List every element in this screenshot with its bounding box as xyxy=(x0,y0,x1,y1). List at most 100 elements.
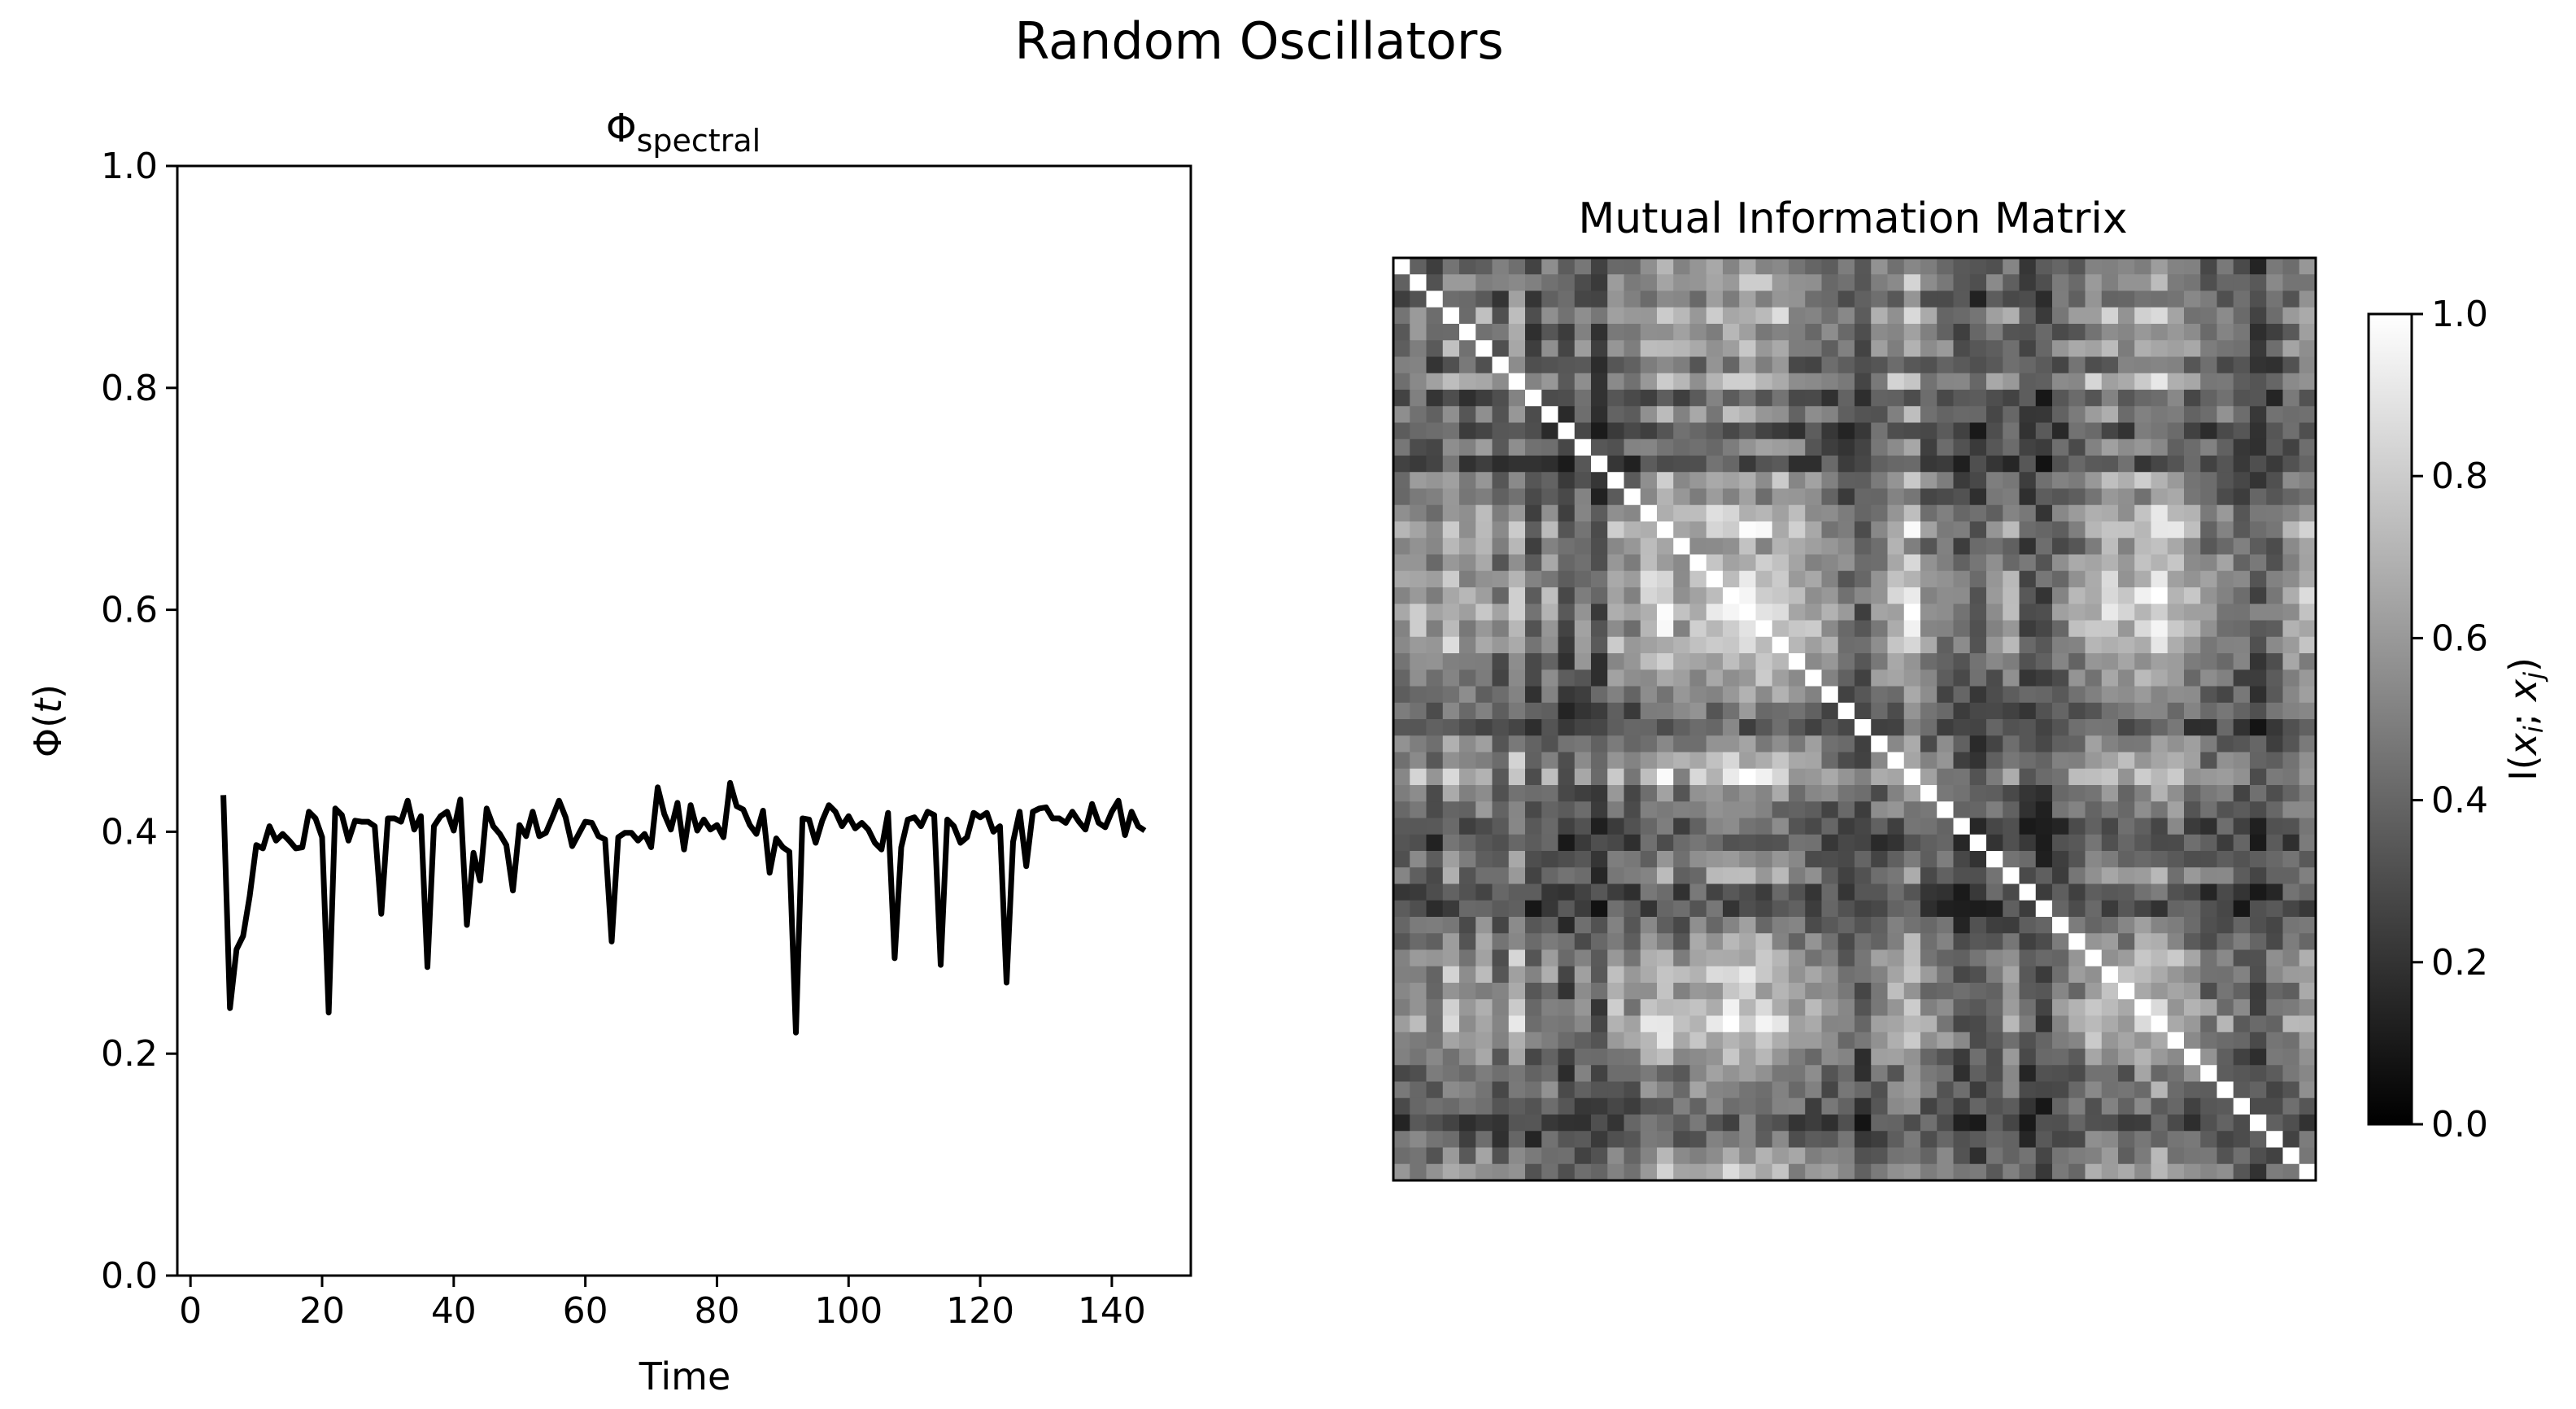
heatmap-cell xyxy=(2282,356,2300,374)
heatmap-cell xyxy=(1558,620,1576,638)
heatmap-cell xyxy=(1607,983,1625,1000)
heatmap-cell xyxy=(1969,373,1987,390)
heatmap-cell xyxy=(1772,917,1789,934)
heatmap-cell xyxy=(2216,1147,2234,1165)
heatmap-cell xyxy=(1426,356,1444,374)
heatmap-cell xyxy=(2052,686,2069,704)
heatmap-cell xyxy=(2233,1049,2251,1066)
heatmap-cell xyxy=(2101,785,2119,802)
heatmap-cell xyxy=(1574,735,1592,753)
heatmap-cell xyxy=(2184,1131,2201,1149)
heatmap-cell xyxy=(1558,1065,1576,1083)
heatmap-cell xyxy=(1410,390,1427,407)
heatmap-cell xyxy=(1624,1115,1641,1132)
heatmap-cell xyxy=(1525,999,1542,1017)
heatmap-cell xyxy=(1772,1097,1789,1115)
heatmap-cell xyxy=(1525,307,1542,325)
heatmap-cell xyxy=(1887,1049,1905,1066)
heatmap-cell xyxy=(1607,900,1625,918)
heatmap-cell xyxy=(1986,686,2003,704)
heatmap-cell xyxy=(1706,521,1724,539)
heatmap-cell xyxy=(1574,949,1592,967)
heatmap-cell xyxy=(2151,258,2168,275)
heatmap-cell xyxy=(1706,472,1724,490)
heatmap-cell xyxy=(1855,1131,1872,1149)
heatmap-cell xyxy=(1475,670,1493,687)
heatmap-cell xyxy=(1426,1015,1444,1033)
heatmap-cell xyxy=(1591,620,1608,638)
heatmap-cell xyxy=(2167,587,2185,604)
heatmap-cell xyxy=(2085,983,2103,1000)
heatmap-cell xyxy=(1855,1032,1872,1049)
heatmap-cell xyxy=(1789,1115,1806,1132)
heatmap-cell xyxy=(1607,966,1625,984)
heatmap-cell xyxy=(1541,472,1559,490)
heatmap-cell xyxy=(1887,1147,1905,1165)
heatmap-cell xyxy=(2184,570,2201,588)
heatmap-cell xyxy=(1706,818,1724,835)
heatmap-cell xyxy=(1937,324,1955,341)
heatmap-cell xyxy=(1475,768,1493,786)
y-tick-label: 1.0 xyxy=(101,146,158,187)
heatmap-cell xyxy=(1558,258,1576,275)
heatmap-cell xyxy=(1673,966,1691,984)
heatmap-cell xyxy=(1442,356,1460,374)
heatmap-cell xyxy=(1640,851,1658,868)
heatmap-cell xyxy=(1492,801,1510,819)
heatmap-cell xyxy=(2250,340,2267,358)
heatmap-cell xyxy=(2216,340,2234,358)
heatmap-cell xyxy=(1887,587,1905,604)
heatmap-cell xyxy=(1657,949,1674,967)
heatmap-cell xyxy=(2134,752,2152,770)
heatmap-cell xyxy=(1821,340,1839,358)
heatmap-cell xyxy=(2299,867,2317,885)
heatmap-cell xyxy=(1706,966,1724,984)
heatmap-cell xyxy=(2299,307,2317,325)
heatmap-cell xyxy=(2019,834,2037,852)
heatmap-cell xyxy=(2151,587,2168,604)
heatmap-cell xyxy=(2085,538,2103,556)
heatmap-cell xyxy=(2167,719,2185,736)
heatmap-cell xyxy=(1789,917,1806,934)
heatmap-cell xyxy=(1986,834,2003,852)
heatmap-cell xyxy=(1475,933,1493,951)
heatmap-cell xyxy=(1525,570,1542,588)
heatmap-cell xyxy=(2266,324,2284,341)
heatmap-cell xyxy=(1689,340,1707,358)
heatmap-cell xyxy=(1640,653,1658,670)
heatmap-cell xyxy=(1673,1049,1691,1066)
heatmap-cell xyxy=(1607,917,1625,934)
heatmap-cell xyxy=(1459,324,1476,341)
heatmap-cell xyxy=(1574,768,1592,786)
heatmap-cell xyxy=(2184,801,2201,819)
heatmap-cell xyxy=(2101,620,2119,638)
heatmap-cell xyxy=(1789,834,1806,852)
heatmap-cell xyxy=(1706,768,1724,786)
heatmap-cell xyxy=(2068,472,2086,490)
heatmap-cell xyxy=(1986,785,2003,802)
heatmap-cell xyxy=(1657,604,1674,622)
heatmap-cell xyxy=(1410,883,1427,901)
heatmap-cell xyxy=(1558,1131,1576,1149)
heatmap-cell xyxy=(1723,801,1740,819)
heatmap-cell xyxy=(2200,587,2218,604)
heatmap-cell xyxy=(1953,554,1971,572)
heatmap-cell xyxy=(2085,521,2103,539)
heatmap-cell xyxy=(1986,422,2003,440)
heatmap-cell xyxy=(1953,917,1971,934)
heatmap-cell xyxy=(1591,488,1608,506)
heatmap-cell xyxy=(1410,768,1427,786)
heatmap-cell xyxy=(1871,422,1889,440)
heatmap-cell xyxy=(1410,570,1427,588)
heatmap-cell xyxy=(1937,1147,1955,1165)
heatmap-cell xyxy=(1789,1049,1806,1066)
heatmap-cell xyxy=(2151,933,2168,951)
heatmap-cell xyxy=(2068,801,2086,819)
heatmap-cell xyxy=(1657,1131,1674,1149)
heatmap-cell xyxy=(1410,1065,1427,1083)
heatmap-cell xyxy=(2266,785,2284,802)
heatmap-cell xyxy=(2101,653,2119,670)
heatmap-cell xyxy=(1591,719,1608,736)
heatmap-cell xyxy=(1920,686,1937,704)
heatmap-cell xyxy=(1755,1097,1773,1115)
